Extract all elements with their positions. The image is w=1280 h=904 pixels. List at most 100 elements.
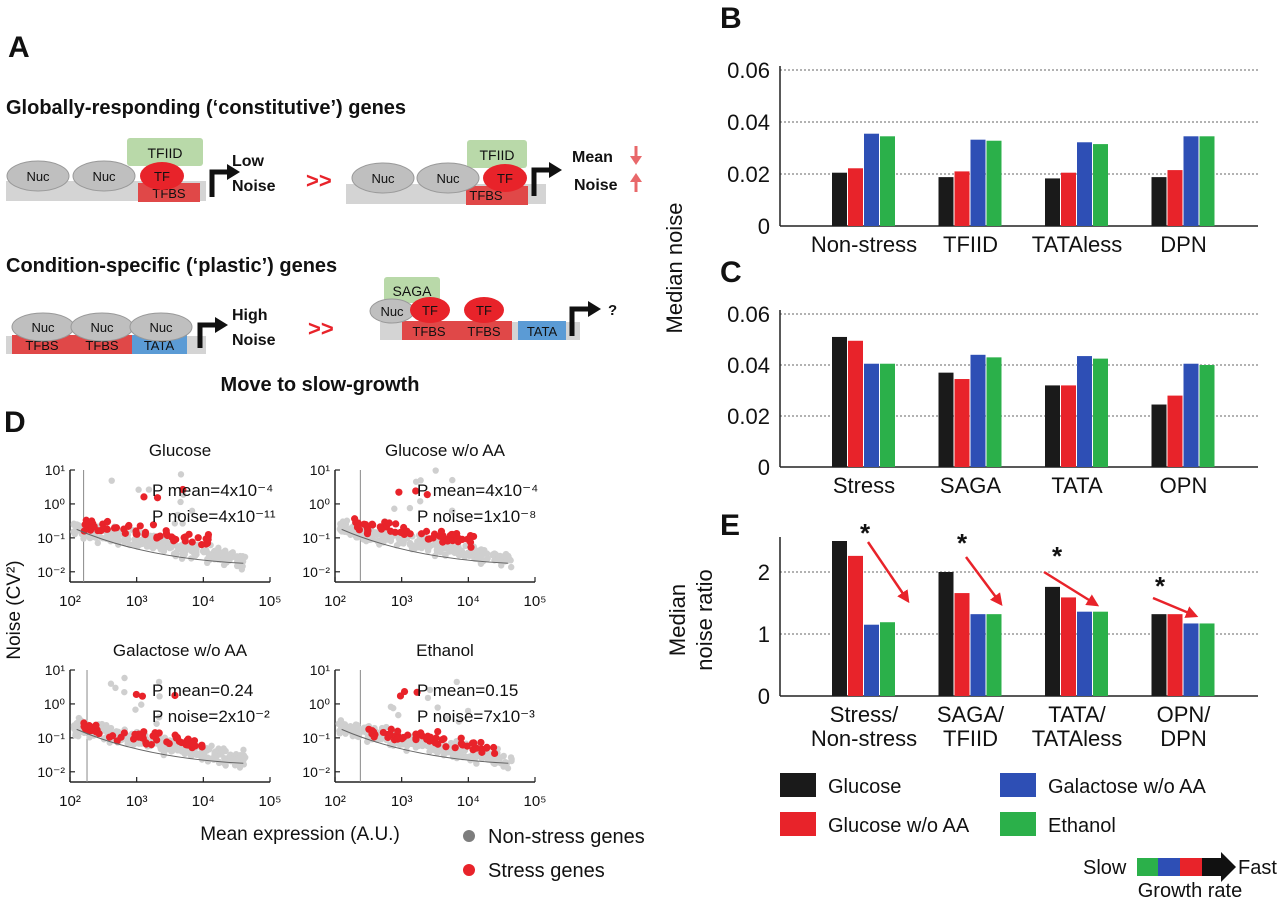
non-stress-point <box>442 748 449 756</box>
bar <box>1199 365 1215 467</box>
stress-points <box>80 485 213 549</box>
bar <box>986 140 1002 226</box>
panel-a-letter: A <box>8 31 30 64</box>
x-tick-label: 10² <box>59 793 81 810</box>
p-mean-label: P mean=0.24 <box>152 681 253 700</box>
non-stress-point <box>419 537 426 544</box>
non-stress-point <box>208 742 215 750</box>
stress-point <box>444 537 452 545</box>
non-stress-point <box>354 725 361 732</box>
category-label: DPN <box>1160 726 1206 751</box>
non-stress-point <box>473 760 480 767</box>
non-stress-point <box>341 721 349 728</box>
non-stress-point <box>455 718 463 725</box>
growth-fast-label: Fast <box>1238 857 1277 879</box>
x-tick-label: 10³ <box>391 793 413 810</box>
non-stress-point <box>337 526 344 534</box>
subplot-title: Galactose w/o AA <box>113 641 248 660</box>
plastic-diagram-left: TFBS TFBS TATA Nuc Nuc Nuc High Noise <box>6 307 276 354</box>
tss-arrow-icon <box>197 322 217 348</box>
stress-point <box>141 528 150 536</box>
bar <box>880 622 895 696</box>
bar <box>1045 586 1060 696</box>
non-stress-point <box>164 539 172 547</box>
non-stress-point <box>138 701 145 708</box>
stress-point <box>369 521 377 529</box>
tfiid-label: TFIID <box>480 147 515 163</box>
non-stress-point <box>391 505 398 512</box>
non-stress-point <box>507 563 515 571</box>
stress-point <box>392 520 400 528</box>
stress-point <box>171 691 179 700</box>
x-tick-label: 10² <box>59 593 81 610</box>
saga-box <box>384 277 440 303</box>
y-tick-label: 10⁰ <box>44 496 66 512</box>
bar <box>848 340 863 467</box>
y-tick-label: 0.06 <box>727 58 770 83</box>
trend-line <box>76 528 244 564</box>
y-tick-label: 10¹ <box>310 662 331 678</box>
stress-point <box>170 537 178 545</box>
y-tick-label: 0 <box>758 455 770 480</box>
non-stress-point <box>72 732 79 739</box>
bar <box>832 172 847 226</box>
non-stress-point <box>132 706 139 713</box>
stress-point <box>412 734 420 742</box>
x-tick-label: 10⁵ <box>259 593 282 610</box>
stress-point <box>360 520 368 528</box>
y-tick-label: 0.04 <box>727 110 770 135</box>
y-tick-label: 0 <box>758 684 770 709</box>
legend-label: Non-stress genes <box>488 826 645 848</box>
y-tick-label: 10⁻¹ <box>37 730 65 746</box>
bar <box>1077 611 1092 696</box>
non-stress-point <box>171 520 179 527</box>
x-tick-label: 10⁵ <box>524 793 547 810</box>
non-stress-point <box>356 729 363 737</box>
stress-point <box>377 525 386 533</box>
non-stress-point <box>220 561 228 569</box>
p-noise-label: P noise=2x10⁻² <box>152 707 270 726</box>
y-tick-label: 0.06 <box>727 302 770 327</box>
category-label: SAGA <box>940 473 1001 498</box>
non-stress-point <box>425 544 433 551</box>
bar <box>1151 177 1167 226</box>
non-stress-point <box>424 694 432 702</box>
stress-point <box>90 522 98 530</box>
bar <box>1199 136 1215 226</box>
growth-slow-label: Slow <box>1083 857 1127 879</box>
noise-label: Noise <box>232 332 276 349</box>
y-tick-label: 0.02 <box>727 404 770 429</box>
stress-point <box>413 688 421 696</box>
non-stress-point <box>124 537 131 544</box>
bar <box>1061 172 1076 226</box>
stress-point <box>132 530 140 538</box>
non-stress-point <box>434 704 441 711</box>
non-stress-point <box>479 551 486 558</box>
subplot-title: Glucose <box>149 441 211 460</box>
nuc-label: Nuc <box>371 171 395 186</box>
stress-point <box>406 530 414 538</box>
stress-point <box>163 531 171 540</box>
panel-b-letter: B <box>720 2 742 35</box>
non-stress-point <box>403 747 410 754</box>
bar <box>970 354 986 467</box>
legend-label: Ethanol <box>1048 815 1116 837</box>
non-stress-point <box>162 746 170 753</box>
bar <box>864 133 879 226</box>
tata-label: TATA <box>144 338 175 353</box>
plastic-title: Condition-specific (‘plastic’) genes <box>6 255 337 277</box>
constitutive-diagram-right: TFBS TFIID Nuc Nuc TF Mean Noise <box>346 140 642 205</box>
legend-swatch <box>780 773 816 797</box>
stress-point <box>132 690 140 699</box>
stress-point <box>440 735 448 743</box>
bar <box>1183 363 1199 467</box>
plastic-diagram-right: TFBS TFBS TATA SAGA Nuc TF TF ? <box>369 277 617 340</box>
bar-chart-e: 0 1 2 Stress/Non-stress SAGA/TFIID TATA/TATAl… <box>758 537 1258 751</box>
y-tick-label: 0.02 <box>727 162 770 187</box>
x-tick-label: 10³ <box>391 593 413 610</box>
non-stress-point <box>240 752 248 759</box>
category-label: SAGA/ <box>937 702 1005 727</box>
non-stress-point <box>174 511 181 519</box>
tfiid-box <box>127 138 203 166</box>
non-stress-point <box>417 498 424 505</box>
